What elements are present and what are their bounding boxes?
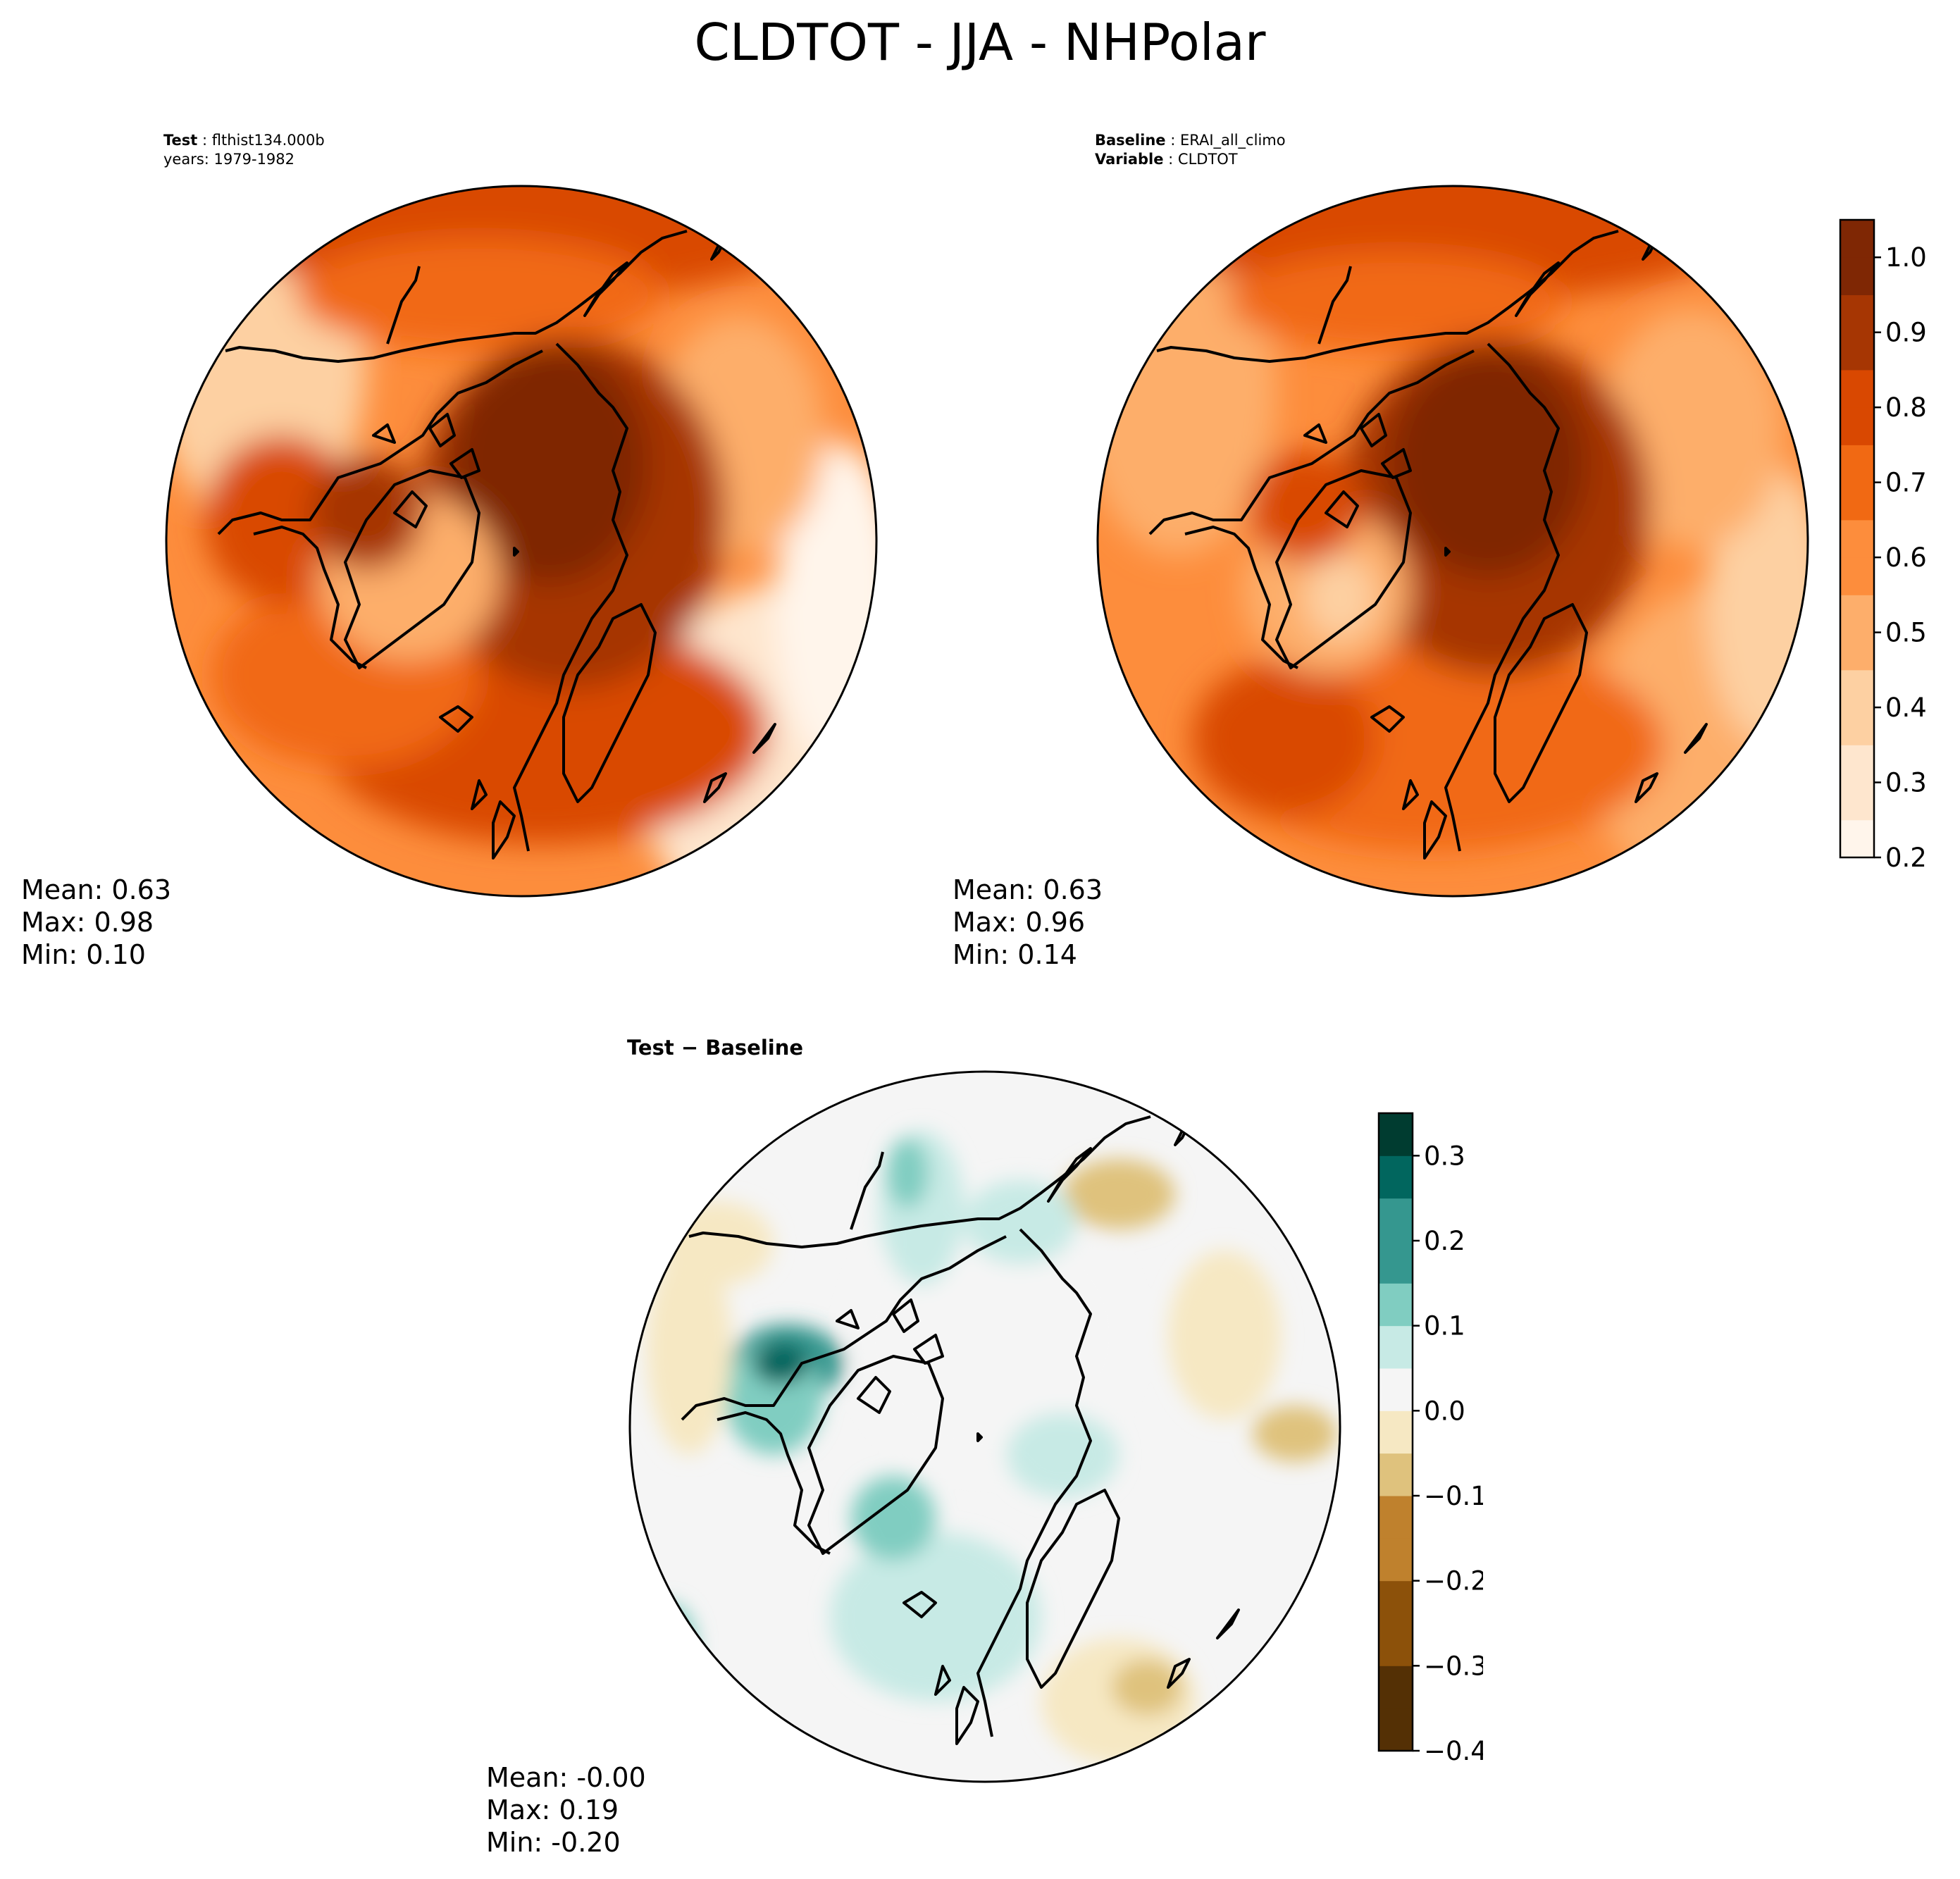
div-colorbar-tick-label: 0.1 bbox=[1424, 1311, 1465, 1341]
div-colorbar-tick-label: −0.2 bbox=[1424, 1566, 1483, 1596]
div-colorbar-swatch bbox=[1379, 1580, 1413, 1624]
div-colorbar-swatch bbox=[1379, 1453, 1413, 1496]
baseline-header-label: Baseline bbox=[1095, 132, 1166, 149]
test-header-label: Test bbox=[163, 132, 198, 149]
baseline-min: Min: 0.14 bbox=[953, 939, 1077, 970]
div-colorbar-tick-label: −0.3 bbox=[1424, 1651, 1483, 1681]
baseline-polar-map bbox=[1096, 185, 1809, 898]
seq-colorbar-tick-label: 0.5 bbox=[1885, 618, 1927, 648]
seq-colorbar-swatch bbox=[1840, 220, 1874, 258]
baseline-header-value: ERAI_all_climo bbox=[1179, 132, 1286, 149]
seq-colorbar-swatch bbox=[1840, 819, 1874, 858]
seq-colorbar-tick-label: 0.2 bbox=[1885, 843, 1927, 873]
figure-title: CLDTOT - JJA - NHPolar bbox=[694, 13, 1266, 72]
div-colorbar-frame bbox=[1377, 1112, 1414, 1752]
seq-colorbar-swatch bbox=[1840, 782, 1874, 821]
seq-colorbar-tick-label: 0.6 bbox=[1885, 542, 1927, 573]
test-header-value: flthist134.000b bbox=[211, 132, 325, 149]
seq-colorbar-swatch bbox=[1840, 519, 1874, 558]
diff-max: Max: 0.19 bbox=[486, 1794, 619, 1825]
div-colorbar-swatch bbox=[1379, 1368, 1413, 1411]
div-colorbar-swatch bbox=[1379, 1241, 1413, 1284]
seq-colorbar-tick-label: 0.9 bbox=[1885, 318, 1927, 348]
baseline-stats: Mean: 0.63 Max: 0.96 Min: 0.14 bbox=[953, 874, 1103, 971]
baseline-max: Max: 0.96 bbox=[953, 907, 1086, 938]
div-colorbar-tick-label: 0.2 bbox=[1424, 1226, 1465, 1256]
div-colorbar-swatch bbox=[1379, 1538, 1413, 1582]
seq-colorbar-swatch bbox=[1840, 557, 1874, 595]
seq-colorbar-swatch bbox=[1840, 369, 1874, 408]
seq-colorbar-swatch bbox=[1840, 745, 1874, 783]
div-colorbar-swatch bbox=[1379, 1325, 1413, 1369]
seq-colorbar-tick-label: 0.8 bbox=[1885, 392, 1927, 423]
div-colorbar-tick-label: 0.3 bbox=[1424, 1141, 1465, 1171]
seq-colorbar-frame bbox=[1839, 218, 1875, 859]
diff-header: Test − Baseline bbox=[627, 1036, 804, 1060]
test-header: Test : flthist134.000b years: 1979-1982 bbox=[163, 132, 325, 168]
seq-colorbar-swatch bbox=[1840, 445, 1874, 483]
div-colorbar-swatch bbox=[1379, 1283, 1413, 1327]
div-colorbar-swatch bbox=[1379, 1198, 1413, 1241]
seq-colorbar-swatch bbox=[1840, 707, 1874, 745]
seq-colorbar-swatch bbox=[1840, 257, 1874, 295]
div-colorbar-swatch bbox=[1379, 1410, 1413, 1454]
div-colorbar-swatch bbox=[1379, 1113, 1413, 1156]
div-colorbar-swatch bbox=[1379, 1623, 1413, 1666]
seq-colorbar-tick-label: 0.4 bbox=[1885, 693, 1927, 723]
test-mean: Mean: 0.63 bbox=[21, 874, 172, 905]
test-header-years: years: 1979-1982 bbox=[163, 151, 295, 168]
test-polar-map bbox=[165, 185, 878, 898]
diff-polar-map bbox=[628, 1070, 1341, 1783]
diff-mean: Mean: -0.00 bbox=[486, 1762, 646, 1793]
seq-colorbar-tick-label: 1.0 bbox=[1885, 242, 1927, 273]
test-min: Min: 0.10 bbox=[21, 939, 146, 970]
div-colorbar-tick-label: −0.4 bbox=[1424, 1736, 1483, 1766]
seq-colorbar-swatch bbox=[1840, 332, 1874, 371]
baseline-variable-value: CLDTOT bbox=[1177, 151, 1238, 168]
seq-colorbar-swatch bbox=[1840, 632, 1874, 671]
div-colorbar-swatch bbox=[1379, 1666, 1413, 1709]
test-stats: Mean: 0.63 Max: 0.98 Min: 0.10 bbox=[21, 874, 171, 971]
baseline-variable-label: Variable bbox=[1095, 151, 1164, 168]
seq-colorbar-swatch bbox=[1840, 669, 1874, 708]
diff-stats: Mean: -0.00 Max: 0.19 Min: -0.20 bbox=[486, 1761, 646, 1859]
colorbar-diverging: −0.4 −0.3 −0.2 −0.1 0.0 0.1 0.2 0.3 bbox=[1377, 1112, 1483, 1766]
seq-colorbar-tick-label: 0.3 bbox=[1885, 768, 1927, 798]
div-colorbar-swatch bbox=[1379, 1708, 1413, 1751]
colorbar-sequential: 0.2 0.3 0.4 0.5 0.6 0.7 0.8 0.9 1.0 bbox=[1839, 218, 1927, 873]
seq-colorbar-swatch bbox=[1840, 595, 1874, 633]
div-colorbar-swatch bbox=[1379, 1496, 1413, 1539]
div-colorbar-tick-label: −0.1 bbox=[1424, 1481, 1483, 1511]
div-colorbar-swatch bbox=[1379, 1155, 1413, 1199]
seq-colorbar-tick-label: 0.7 bbox=[1885, 468, 1927, 498]
baseline-header: Baseline : ERAI_all_climo Variable : CLD… bbox=[1095, 132, 1286, 168]
seq-colorbar-swatch bbox=[1840, 294, 1874, 333]
seq-colorbar-swatch bbox=[1840, 482, 1874, 521]
div-colorbar-tick-label: 0.0 bbox=[1424, 1396, 1465, 1426]
baseline-mean: Mean: 0.63 bbox=[953, 874, 1103, 905]
seq-colorbar-swatch bbox=[1840, 407, 1874, 445]
test-max: Max: 0.98 bbox=[21, 907, 154, 938]
diff-min: Min: -0.20 bbox=[486, 1827, 621, 1858]
